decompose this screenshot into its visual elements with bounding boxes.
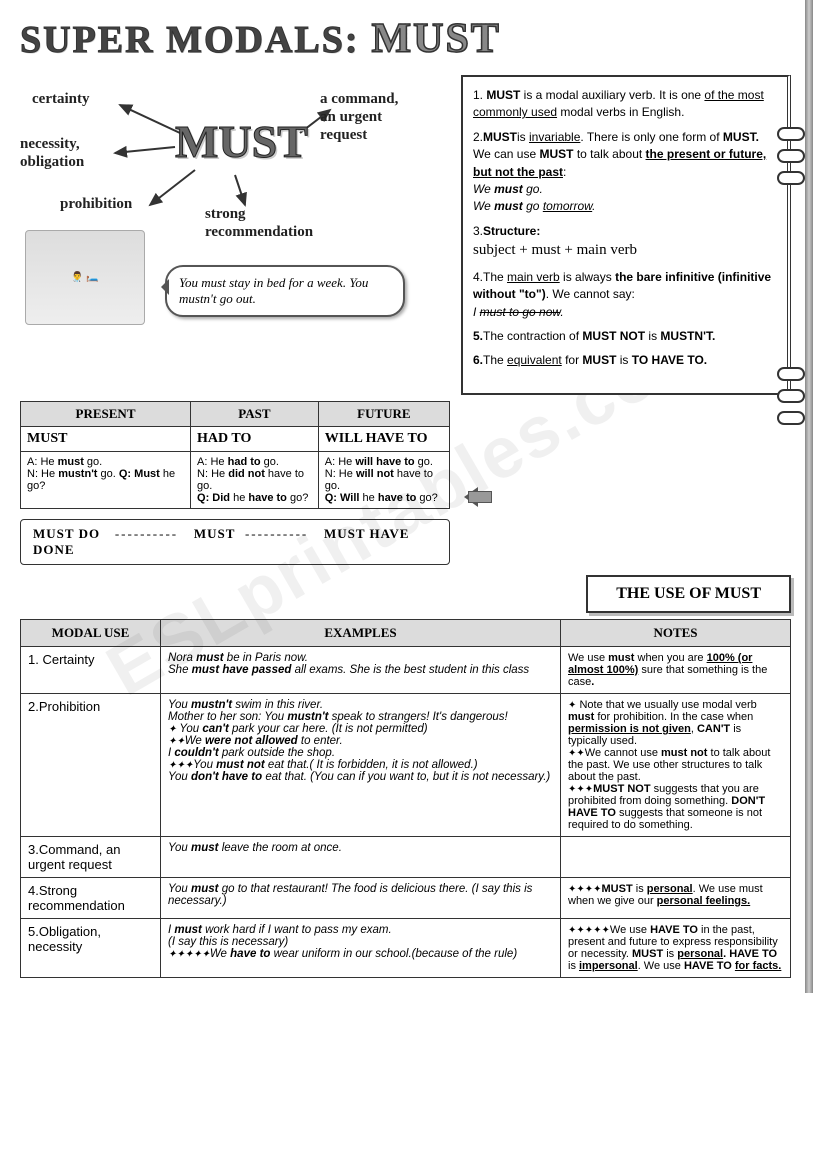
use-header: NOTES — [561, 620, 791, 647]
binder-hole — [777, 389, 805, 403]
rule-4: 4.The main verb is always the bare infin… — [473, 269, 773, 321]
use-notes: ✦ Note that we usually use modal verb mu… — [561, 694, 791, 837]
arm-certainty: certainty — [32, 90, 89, 108]
use-examples: You must go to that restaurant! The food… — [161, 878, 561, 919]
use-table: MODAL USE EXAMPLES NOTES 1. Certainty No… — [20, 619, 791, 978]
use-label: 3.Command, an urgent request — [21, 837, 161, 878]
arm-command: a command, an urgent request — [320, 90, 398, 144]
use-label: 2.Prohibition — [21, 694, 161, 837]
mindmap-center: MUST — [175, 115, 308, 168]
tense-header: FUTURE — [318, 402, 449, 427]
use-header: EXAMPLES — [161, 620, 561, 647]
rule-5: 5.The contraction of MUST NOT is MUSTN'T… — [473, 328, 773, 345]
binder-hole — [777, 127, 805, 141]
tense-cell: A: He must go.N: He mustn't go. Q: Must … — [21, 452, 191, 509]
use-notes: We use must when you are 100% (or almost… — [561, 647, 791, 694]
use-label: 5.Obligation, necessity — [21, 919, 161, 978]
use-examples: You must leave the room at once. — [161, 837, 561, 878]
speech-bubble: You must stay in bed for a week. You mus… — [165, 265, 405, 317]
rule-6: 6.The equivalent for MUST is TO HAVE TO. — [473, 352, 773, 369]
worksheet-page: SUPER MODALS: MUST MUST certainty necess… — [0, 0, 821, 993]
tense-table: PRESENT PAST FUTURE MUST HAD TO WILL HAV… — [20, 401, 450, 509]
use-examples: Nora must be in Paris now.She must have … — [161, 647, 561, 694]
tense-form: WILL HAVE TO — [318, 427, 449, 452]
use-notes: ✦✦✦✦✦We use HAVE TO in the past, present… — [561, 919, 791, 978]
binder-hole — [777, 171, 805, 185]
arm-prohibition: prohibition — [60, 195, 132, 213]
tense-cell: A: He had to go.N: He did not have to go… — [191, 452, 319, 509]
use-notes — [561, 837, 791, 878]
cartoon-image: 👨‍⚕️ 🛏️ — [25, 230, 145, 325]
page-edge — [805, 0, 813, 993]
arm-recommend: strong recommendation — [205, 205, 313, 241]
left-arrow-icon — [454, 485, 492, 507]
binder-hole — [777, 367, 805, 381]
rules-box: 1. MUST is a modal auxiliary verb. It is… — [461, 75, 791, 395]
use-label: 1. Certainty — [21, 647, 161, 694]
tense-form: MUST — [21, 427, 191, 452]
use-header: MODAL USE — [21, 620, 161, 647]
mindmap: MUST certainty necessity, obligation pro… — [20, 75, 451, 395]
rule-1: 1. MUST is a modal auxiliary verb. It is… — [473, 87, 773, 122]
binder-hole — [777, 411, 805, 425]
tense-header: PRESENT — [21, 402, 191, 427]
binder-hole — [777, 149, 805, 163]
use-examples: You mustn't swim in this river.Mother to… — [161, 694, 561, 837]
use-label: 4.Strong recommendation — [21, 878, 161, 919]
rule-2: 2.MUSTis invariable. There is only one f… — [473, 129, 773, 216]
timeline-box: MUST DO ---------- MUST ---------- MUST … — [20, 519, 450, 565]
title-accent: MUST — [372, 15, 501, 63]
use-notes: ✦✦✦✦MUST is personal. We use must when w… — [561, 878, 791, 919]
tense-cell: A: He will have to go.N: He will not hav… — [318, 452, 449, 509]
arm-necessity: necessity, obligation — [20, 135, 84, 171]
use-banner: THE USE OF MUST — [586, 575, 791, 613]
title-row: SUPER MODALS: MUST — [20, 15, 791, 63]
title-main: SUPER MODALS: — [20, 18, 360, 62]
tense-header: PAST — [191, 402, 319, 427]
rule-3: 3.Structure: subject + must + main verb — [473, 223, 773, 262]
tense-form: HAD TO — [191, 427, 319, 452]
use-examples: I must work hard if I want to pass my ex… — [161, 919, 561, 978]
